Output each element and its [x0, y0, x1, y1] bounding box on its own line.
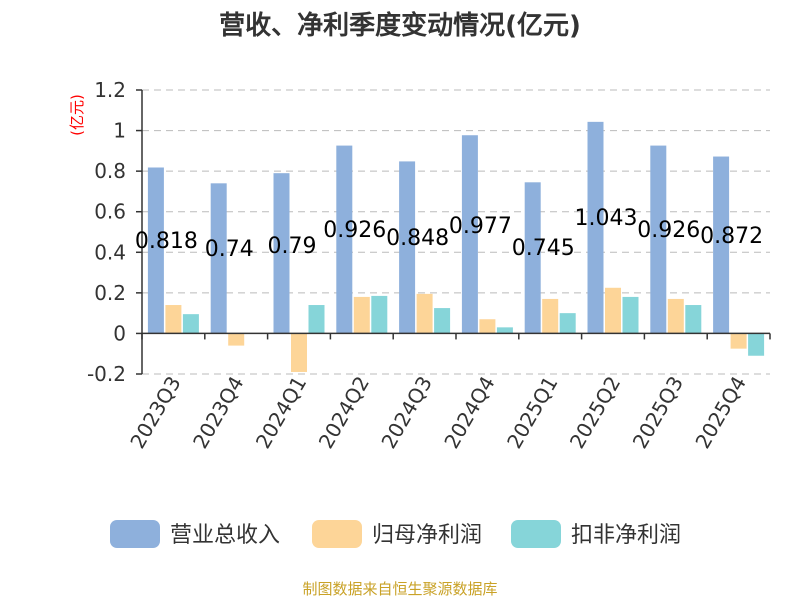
- bar-net-profit[interactable]: [353, 296, 370, 334]
- revenue-data-label: 0.818: [135, 229, 198, 254]
- revenue-data-label: 0.872: [700, 224, 763, 249]
- bar-deducted-net-profit[interactable]: [182, 314, 199, 334]
- x-category-label: 2025Q3: [628, 372, 688, 453]
- bar-revenue[interactable]: [524, 182, 541, 334]
- source-note: 制图数据来自恒生聚源数据库: [302, 580, 497, 598]
- bar-revenue[interactable]: [713, 156, 730, 334]
- bar-net-profit[interactable]: [291, 333, 307, 372]
- legend-swatch[interactable]: [110, 520, 160, 548]
- bar-revenue[interactable]: [273, 173, 290, 334]
- y-tick-label: 0: [113, 321, 126, 345]
- bar-deducted-net-profit[interactable]: [308, 305, 325, 334]
- bar-deducted-net-profit[interactable]: [748, 333, 765, 356]
- y-tick-labels: 1.2 1 0.8 0.6 0.4 0.2 0 -0.2: [87, 78, 126, 386]
- x-category-label: 2025Q1: [502, 372, 562, 453]
- x-category-label: 2024Q1: [251, 372, 311, 453]
- revenue-data-label: 0.74: [205, 237, 254, 262]
- y-tick-label: 0.6: [94, 200, 126, 224]
- bar-revenue[interactable]: [461, 135, 478, 334]
- bar-layer: [147, 121, 765, 372]
- revenue-data-label: 0.745: [512, 236, 575, 261]
- bar-deducted-net-profit[interactable]: [434, 308, 451, 334]
- bar-net-profit[interactable]: [479, 319, 496, 334]
- bar-net-profit[interactable]: [165, 305, 182, 334]
- revenue-data-label: 0.79: [268, 234, 317, 259]
- bar-revenue[interactable]: [587, 121, 604, 334]
- y-tick-label: 1: [113, 119, 126, 143]
- legend-label[interactable]: 归母净利润: [372, 523, 482, 548]
- y-tick-label: 0.4: [94, 240, 126, 264]
- bar-deducted-net-profit[interactable]: [559, 313, 576, 334]
- bar-revenue[interactable]: [399, 161, 416, 334]
- legend-label[interactable]: 营业总收入: [170, 523, 280, 548]
- x-category-label: 2023Q3: [125, 372, 185, 453]
- axis-layer: [136, 89, 771, 375]
- bar-deducted-net-profit[interactable]: [685, 305, 702, 334]
- bar-revenue[interactable]: [336, 145, 353, 334]
- bar-net-profit[interactable]: [730, 333, 747, 349]
- legend-swatch[interactable]: [312, 520, 362, 548]
- x-category-label: 2024Q4: [439, 372, 499, 453]
- bar-net-profit[interactable]: [605, 287, 621, 334]
- bar-revenue[interactable]: [650, 145, 667, 334]
- bar-deducted-net-profit[interactable]: [371, 295, 388, 334]
- y-tick-label: -0.2: [87, 362, 126, 386]
- legend-swatch[interactable]: [511, 520, 561, 548]
- category-labels: 2023Q3 2023Q4 2024Q1 2024Q2 2024Q3 2024Q4 2025…: [125, 372, 751, 453]
- y-tick-label: 0.8: [94, 159, 126, 183]
- y-tick-label: 1.2: [94, 78, 126, 102]
- x-category-label: 2023Q4: [188, 372, 248, 453]
- x-category-label: 2024Q3: [376, 372, 436, 453]
- bar-deducted-net-profit[interactable]: [496, 327, 513, 334]
- revenue-data-label: 0.926: [323, 218, 386, 243]
- grid-layer: [142, 89, 770, 375]
- bar-net-profit[interactable]: [416, 293, 433, 334]
- legend: 营业总收入 归母净利润 扣非净利润: [110, 520, 681, 548]
- y-tick-label: 0.2: [94, 281, 126, 305]
- chart-title: 营收、净利季度变动情况(亿元): [219, 10, 581, 41]
- x-category-label: 2025Q4: [690, 372, 750, 453]
- legend-label[interactable]: 扣非净利润: [571, 523, 681, 548]
- x-category-label: 2024Q2: [314, 372, 374, 453]
- revenue-data-label: 0.926: [637, 218, 700, 243]
- bar-revenue[interactable]: [210, 183, 227, 334]
- bar-net-profit[interactable]: [228, 333, 245, 346]
- bar-revenue[interactable]: [147, 167, 164, 334]
- bar-deducted-net-profit[interactable]: [622, 296, 639, 334]
- x-category-label: 2025Q2: [565, 372, 625, 453]
- bar-net-profit[interactable]: [542, 298, 559, 334]
- revenue-data-label: 0.977: [449, 214, 512, 239]
- revenue-data-label: 1.043: [575, 206, 638, 231]
- revenue-data-label: 0.848: [386, 226, 449, 251]
- y-axis-unit-label: (亿元): [68, 94, 86, 136]
- bar-net-profit[interactable]: [667, 298, 684, 334]
